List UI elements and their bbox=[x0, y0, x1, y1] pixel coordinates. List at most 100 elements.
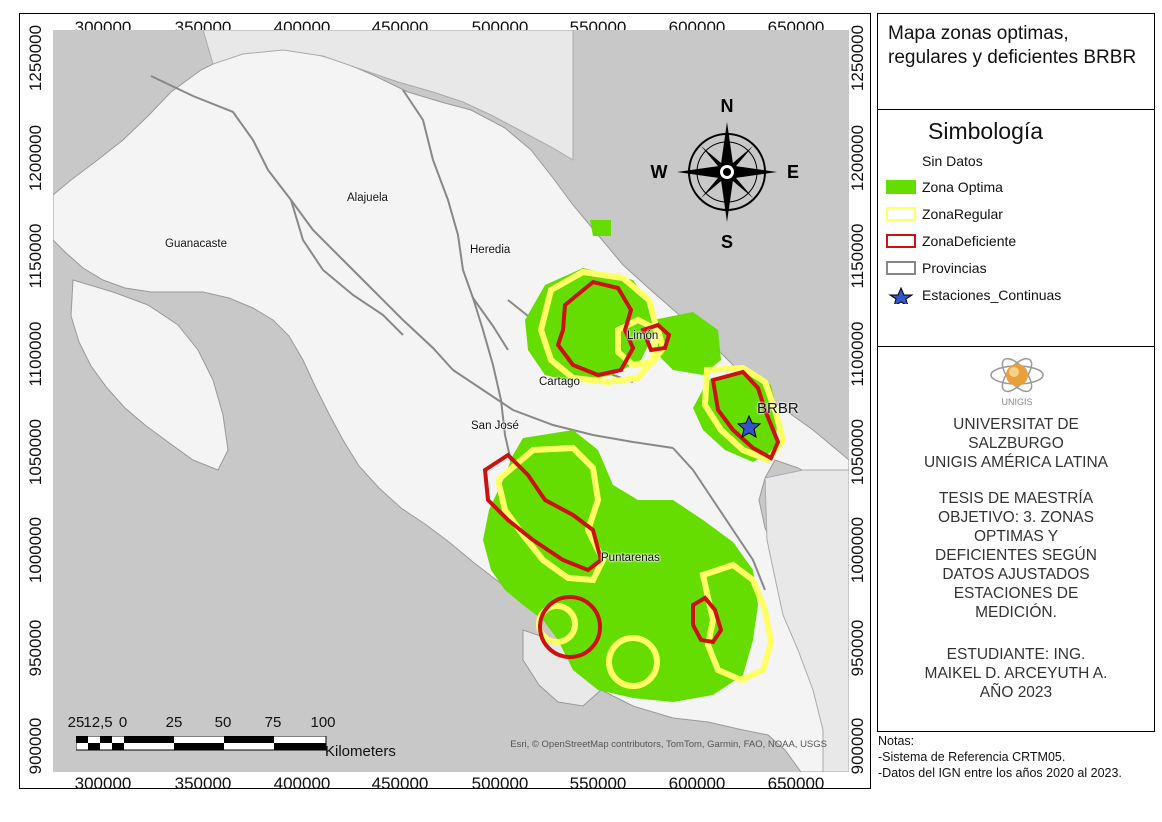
zona-deficiente bbox=[482, 279, 781, 659]
place-label-san-jose: San José bbox=[471, 420, 519, 432]
thesis-line: TESIS DE MAESTRÍA bbox=[938, 490, 1094, 507]
thesis-line: DATOS AJUSTADOS bbox=[942, 566, 1090, 583]
legend-item-estaciones: Estaciones_Continuas bbox=[886, 284, 1061, 306]
place-label-alajuela: Alajuela bbox=[347, 192, 388, 204]
y-tick-left: 1000000 bbox=[26, 516, 45, 584]
yellow-outline-swatch bbox=[886, 207, 916, 221]
university-line: UNIGIS AMÉRICA LATINA bbox=[923, 454, 1109, 471]
legend-item-sin-datos: Sin Datos bbox=[886, 150, 983, 172]
x-tick-bottom: 400000 bbox=[273, 774, 331, 793]
y-tick-right: 1200000 bbox=[848, 124, 867, 192]
thesis-description: TESIS DE MAESTRÍA OBJETIVO: 3. ZONAS OPT… bbox=[878, 489, 1154, 622]
legend-item-zona-deficiente: ZonaDeficiente bbox=[886, 230, 1016, 252]
university-line: UNIVERSITAT DE bbox=[953, 416, 1079, 433]
scale-bar-graphic bbox=[76, 736, 327, 751]
compass-e: E bbox=[787, 162, 799, 182]
scale-label: 100 bbox=[310, 714, 336, 731]
x-tick-bottom: 450000 bbox=[371, 774, 429, 793]
info-box: UNIGIS UNIVERSITAT DE SALZBURGO UNIGIS A… bbox=[877, 346, 1155, 732]
green-fill-swatch bbox=[886, 180, 916, 194]
unigis-logo: UNIGIS bbox=[990, 357, 1044, 407]
scale-bar: 25 12,5 0 25 50 75 100 Kilometers bbox=[68, 714, 403, 764]
scale-label: 25 bbox=[165, 714, 183, 731]
x-tick-bottom: 350000 bbox=[174, 774, 232, 793]
title-box: Mapa zonas optimas, regulares y deficien… bbox=[877, 13, 1155, 110]
notes-heading: Notas: bbox=[878, 734, 915, 748]
red-outline-swatch bbox=[886, 234, 916, 248]
map-frame bbox=[19, 13, 871, 789]
scale-unit: Kilometers bbox=[325, 743, 396, 760]
none-swatch bbox=[886, 154, 916, 168]
scale-label: 25 bbox=[67, 714, 85, 731]
notes-line: -Sistema de Referencia CRTM05. bbox=[878, 750, 1066, 764]
y-tick-right: 1000000 bbox=[848, 516, 867, 584]
scale-label: 50 bbox=[214, 714, 232, 731]
logo-text: UNIGIS bbox=[1001, 397, 1032, 407]
y-tick-left: 900000 bbox=[26, 717, 45, 775]
x-tick-bottom: 300000 bbox=[74, 774, 132, 793]
compass-s: S bbox=[721, 232, 733, 252]
legend-item-zona-regular: ZonaRegular bbox=[886, 203, 1003, 225]
place-label-cartago: Cartago bbox=[539, 376, 580, 388]
y-tick-right: 950000 bbox=[848, 619, 867, 677]
thesis-line: MEDICIÓN. bbox=[975, 604, 1057, 621]
student-line: AÑO 2023 bbox=[979, 684, 1053, 701]
map-title: Mapa zonas optimas, regulares y deficien… bbox=[888, 23, 1137, 68]
legend-label: ZonaDeficiente bbox=[922, 233, 1017, 249]
y-tick-left: 1200000 bbox=[26, 124, 45, 192]
compass-n: N bbox=[721, 96, 734, 116]
y-tick-right: 1150000 bbox=[848, 223, 867, 289]
thesis-line: OBJETIVO: 3. ZONAS bbox=[938, 509, 1094, 526]
legend-label: Zona Optima bbox=[922, 179, 1003, 195]
y-tick-left: 1050000 bbox=[26, 418, 45, 486]
scale-label: 12,5 bbox=[83, 714, 113, 731]
legend-heading: Simbología bbox=[928, 118, 1044, 144]
legend-item-zona-optima: Zona Optima bbox=[886, 176, 1003, 198]
station-label: BRBR bbox=[757, 400, 799, 417]
notes: Notas: -Sistema de Referencia CRTM05. -D… bbox=[878, 733, 1160, 781]
university-name: UNIVERSITAT DE SALZBURGO UNIGIS AMÉRICA … bbox=[878, 415, 1154, 472]
y-tick-right: 900000 bbox=[848, 717, 867, 775]
y-tick-right: 1250000 bbox=[848, 24, 867, 92]
scale-label: 0 bbox=[118, 714, 128, 731]
land-panama bbox=[764, 469, 849, 772]
legend-label: Sin Datos bbox=[922, 153, 983, 169]
x-tick-bottom: 600000 bbox=[668, 774, 726, 793]
compass-w: W bbox=[651, 162, 668, 182]
legend-box: Simbología Sin Datos Zona Optima ZonaReg… bbox=[877, 109, 1155, 347]
x-tick-bottom: 500000 bbox=[471, 774, 529, 793]
y-tick-left: 1100000 bbox=[26, 321, 45, 387]
place-label-limon: Limón bbox=[627, 330, 659, 342]
blue-star-icon bbox=[888, 286, 914, 304]
map-attribution: Esri, © OpenStreetMap contributors, TomT… bbox=[510, 739, 827, 750]
scale-label: 75 bbox=[264, 714, 282, 731]
y-tick-left: 950000 bbox=[26, 619, 45, 677]
north-arrow-icon: N S E W bbox=[651, 96, 800, 252]
gray-outline-swatch bbox=[886, 261, 916, 275]
legend-label: Provincias bbox=[922, 260, 987, 276]
thesis-line: OPTIMAS Y bbox=[973, 528, 1059, 545]
university-line: SALZBURGO bbox=[968, 435, 1064, 452]
thesis-line: ESTACIONES DE bbox=[953, 585, 1079, 602]
land-nicoya bbox=[70, 279, 229, 471]
notes-line: -Datos del IGN entre los años 2020 al 20… bbox=[878, 766, 1122, 780]
legend-item-provincias: Provincias bbox=[886, 257, 987, 279]
map-svg: N S E W bbox=[53, 30, 849, 772]
student-line: MAIKEL D. ARCEYUTH A. bbox=[924, 665, 1108, 682]
thesis-line: DEFICIENTES SEGÚN bbox=[935, 547, 1097, 564]
student-info: ESTUDIANTE: ING. MAIKEL D. ARCEYUTH A. A… bbox=[878, 645, 1154, 702]
legend-label: Estaciones_Continuas bbox=[922, 287, 1062, 303]
student-line: ESTUDIANTE: ING. bbox=[946, 646, 1086, 663]
legend-label: ZonaRegular bbox=[922, 206, 1003, 222]
map-canvas[interactable]: N S E W Guanacaste Alajuela Heredia Limó… bbox=[53, 30, 849, 772]
land-nicaragua bbox=[202, 30, 574, 161]
y-tick-left: 1250000 bbox=[26, 24, 45, 92]
place-label-guanacaste: Guanacaste bbox=[165, 238, 228, 250]
place-label-puntarenas: Puntarenas bbox=[601, 552, 660, 564]
station-star-icon bbox=[736, 414, 762, 439]
x-tick-bottom: 550000 bbox=[569, 774, 627, 793]
y-tick-right: 1100000 bbox=[848, 321, 867, 387]
place-label-heredia: Heredia bbox=[470, 244, 511, 256]
y-tick-left: 1150000 bbox=[26, 223, 45, 289]
x-tick-bottom: 650000 bbox=[767, 774, 825, 793]
